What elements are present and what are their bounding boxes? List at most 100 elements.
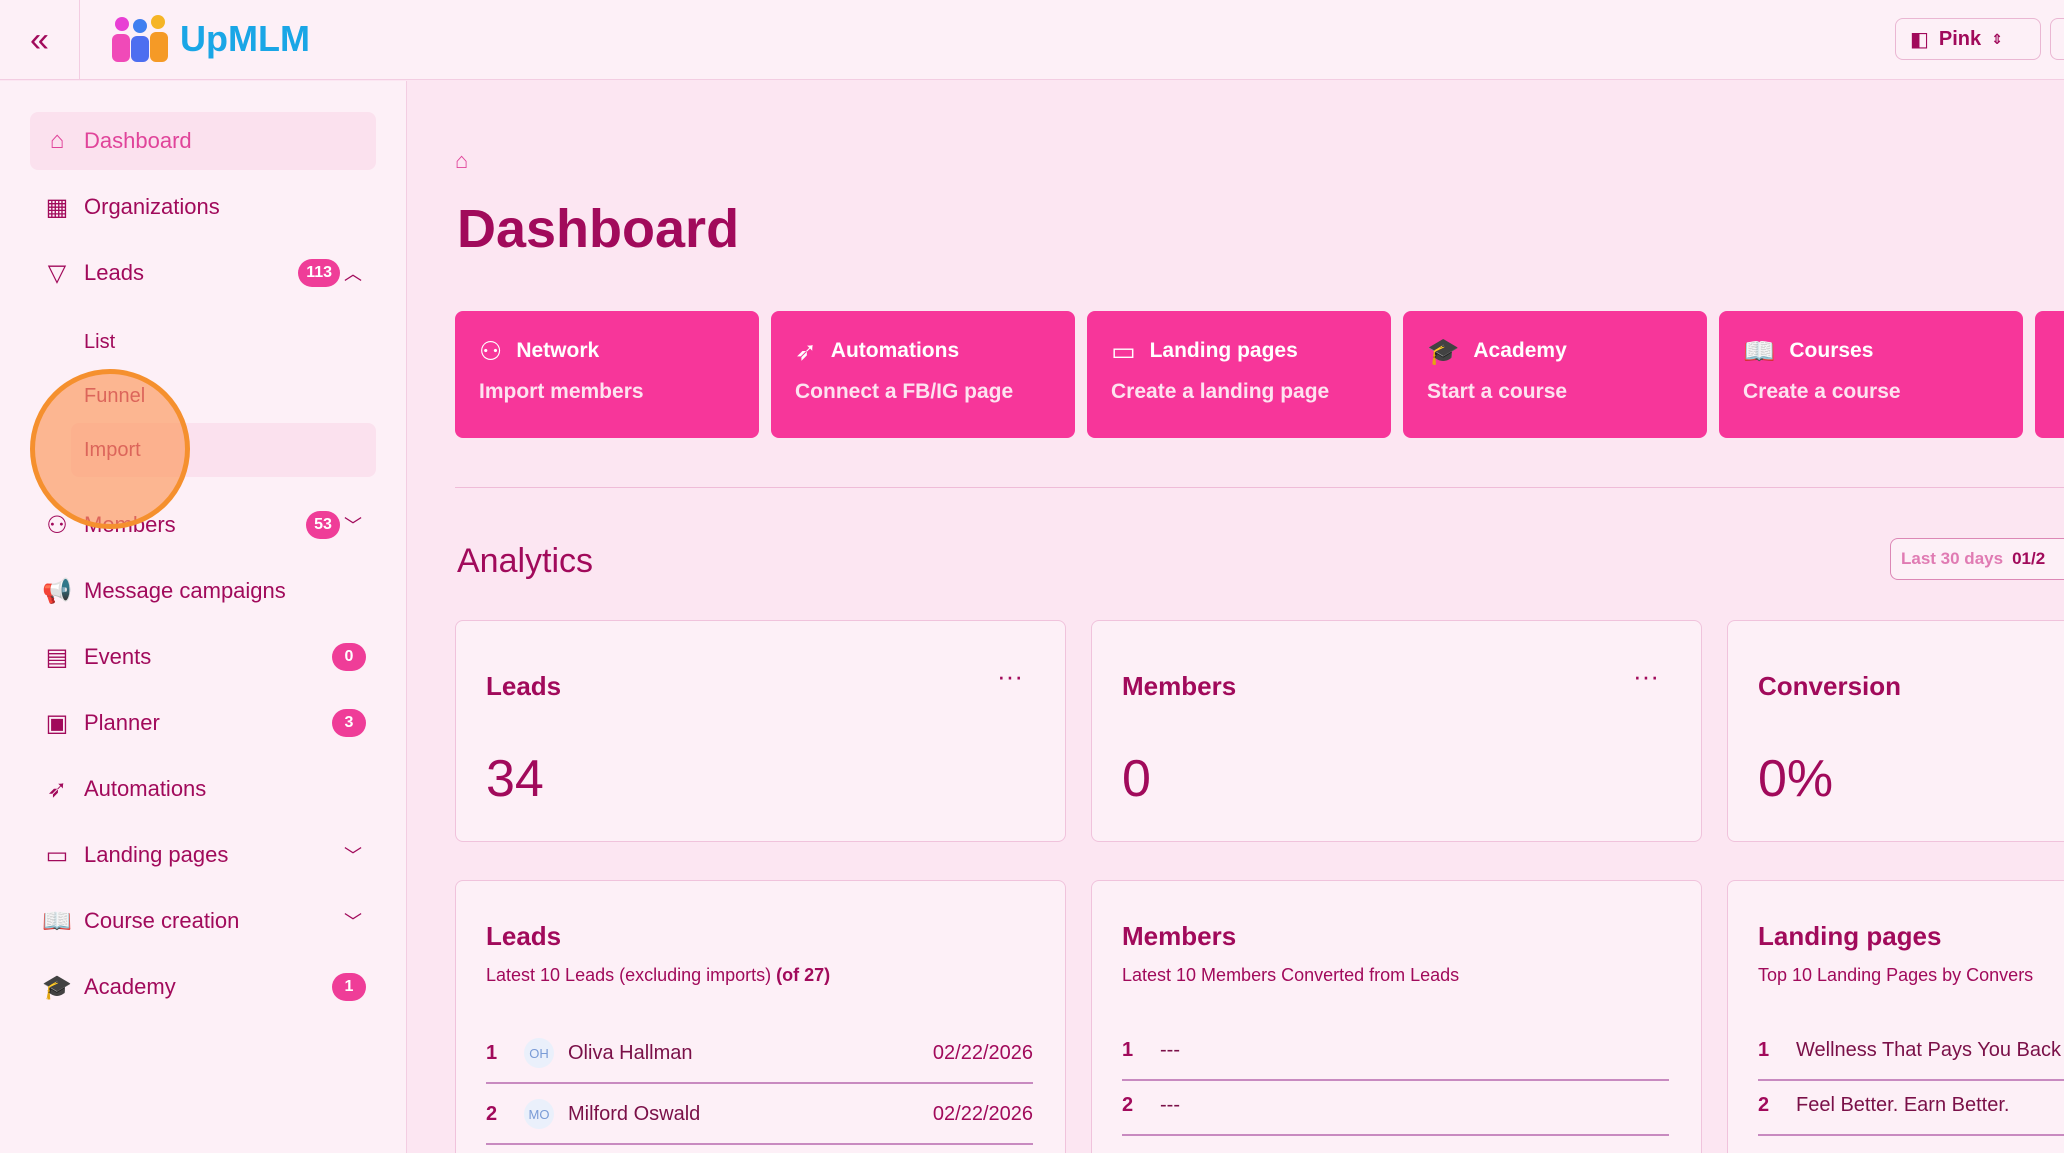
row-date: 02/22/2026 bbox=[932, 1041, 1033, 1064]
more-options-icon[interactable]: ··· bbox=[1633, 661, 1659, 691]
page-title: Dashboard bbox=[457, 199, 740, 259]
row-name: --- bbox=[1160, 1038, 1180, 1061]
palette-icon: ◧ bbox=[1910, 28, 1929, 51]
sidebar-item-organizations[interactable]: ▦ Organizations bbox=[30, 178, 376, 236]
quick-action-automations[interactable]: ➶ Automations Connect a FB/IG page bbox=[771, 311, 1075, 438]
quick-action-title: Courses bbox=[1789, 339, 1874, 362]
stat-value: 0% bbox=[1758, 750, 1834, 808]
sidebar-item-academy[interactable]: 🎓 Academy 1 bbox=[30, 958, 376, 1016]
description-text: Top 10 Landing Pages by Convers bbox=[1758, 965, 2034, 985]
sidebar-item-planner[interactable]: ▣ Planner 3 bbox=[30, 694, 376, 752]
sidebar-subitem-import[interactable]: Import bbox=[71, 423, 376, 477]
sidebar-subitem-funnel[interactable]: Funnel bbox=[84, 384, 146, 407]
book-icon: 📖 bbox=[1743, 335, 1776, 366]
chevron-down-icon[interactable]: ﹀ bbox=[344, 516, 362, 536]
sidebar-item-landing-pages[interactable]: ▭ Landing pages ﹀ bbox=[30, 826, 376, 884]
megaphone-icon: 📢 bbox=[42, 577, 72, 605]
list-item[interactable]: 1 Wellness That Pays You Back bbox=[1758, 1021, 2064, 1081]
chevron-up-icon[interactable]: ︿ bbox=[344, 264, 362, 284]
count-badge: 113 bbox=[298, 259, 340, 287]
date-range-picker[interactable]: Last 30 days 01/2 bbox=[1890, 538, 2064, 580]
list-item[interactable]: 2 MO Milford Oswald 02/22/2026 bbox=[486, 1085, 1033, 1145]
logo-text: UpMLM bbox=[180, 18, 310, 59]
chevron-down-icon[interactable]: ﹀ bbox=[344, 846, 362, 866]
quick-action-title: Network bbox=[516, 339, 600, 362]
breadcrumb-home-icon[interactable]: ⌂ bbox=[455, 148, 469, 173]
list-item[interactable]: 2 --- bbox=[1122, 1076, 1669, 1136]
quick-action-courses[interactable]: 📖 Courses Create a course bbox=[1719, 311, 2023, 438]
sidebar-item-dashboard[interactable]: ⌂ Dashboard bbox=[30, 112, 376, 170]
row-rank: 1 bbox=[1122, 1038, 1134, 1061]
sidebar-item-members[interactable]: ⚇ Members 53 ﹀ bbox=[30, 496, 376, 554]
funnel-icon: ▽ bbox=[47, 259, 67, 287]
avatar: OH bbox=[524, 1038, 554, 1068]
row-rank: 2 bbox=[1122, 1093, 1134, 1116]
collapse-sidebar-button[interactable]: « bbox=[0, 0, 80, 80]
date-range-label: Last 30 days bbox=[1901, 549, 2004, 568]
stat-title: Members bbox=[1122, 671, 1237, 701]
row-rank: 1 bbox=[1758, 1038, 1770, 1061]
count-badge: 53 bbox=[306, 511, 340, 539]
more-options-icon[interactable]: ··· bbox=[997, 661, 1023, 691]
chevron-down-icon[interactable]: ﹀ bbox=[344, 912, 362, 932]
rocket-icon: ➶ bbox=[795, 335, 817, 366]
list-item[interactable]: 1 --- bbox=[1122, 1021, 1669, 1081]
calendar-icon: ▤ bbox=[45, 643, 69, 671]
row-rank: 2 bbox=[486, 1102, 498, 1125]
analytics-heading: Analytics bbox=[457, 542, 594, 580]
sidebar-item-label: Course creation bbox=[84, 908, 240, 933]
sidebar-item-course-creation[interactable]: 📖 Course creation ﹀ bbox=[30, 892, 376, 950]
quick-action-label: Create a course bbox=[1743, 380, 1901, 403]
row-name: Oliva Hallman bbox=[568, 1041, 693, 1064]
divider bbox=[455, 487, 2064, 488]
stat-card-leads: Leads 34 ··· bbox=[455, 620, 1066, 842]
users-icon: ⚇ bbox=[479, 335, 503, 366]
monitor-icon: ▭ bbox=[1111, 335, 1136, 366]
sidebar-item-message-campaigns[interactable]: 📢 Message campaigns bbox=[30, 562, 376, 620]
row-rank: 1 bbox=[486, 1041, 498, 1064]
sidebar-item-label: Landing pages bbox=[84, 842, 229, 867]
book-icon: 📖 bbox=[42, 907, 72, 935]
users-icon: ⚇ bbox=[46, 511, 68, 539]
row-rank: 2 bbox=[1758, 1093, 1770, 1116]
sidebar-item-label: Leads bbox=[84, 260, 144, 285]
sidebar-item-automations[interactable]: ➶ Automations bbox=[30, 760, 376, 818]
list-description: Latest 10 Members Converted from Leads bbox=[1122, 965, 1459, 986]
quick-action-network[interactable]: ⚇ Network Import members bbox=[455, 311, 759, 438]
sidebar-item-label: Dashboard bbox=[84, 128, 192, 153]
row-name: Milford Oswald bbox=[568, 1102, 701, 1125]
description-text: Latest 10 Members Converted from Leads bbox=[1122, 965, 1460, 985]
avatar: MO bbox=[524, 1099, 554, 1129]
list-title: Landing pages bbox=[1758, 921, 1942, 951]
sidebar-item-events[interactable]: ▤ Events 0 bbox=[30, 628, 376, 686]
logo[interactable]: UpMLM bbox=[110, 14, 310, 64]
monitor-icon: ▭ bbox=[45, 841, 69, 869]
count-badge: 0 bbox=[332, 643, 366, 671]
quick-action-label: Create a landing page bbox=[1111, 380, 1330, 403]
list-card-leads: Leads Latest 10 Leads (excluding imports)… bbox=[455, 880, 1066, 1153]
date-range-value: 01/2 bbox=[2012, 549, 2046, 568]
sidebar-item-label: Planner bbox=[84, 710, 160, 735]
sidebar-item-label: Automations bbox=[84, 776, 207, 801]
rocket-icon: ➶ bbox=[46, 775, 68, 803]
list-title: Leads bbox=[486, 921, 562, 951]
quick-action-landing-pages[interactable]: ▭ Landing pages Create a landing page bbox=[1087, 311, 1391, 438]
sidebar-item-label: Academy bbox=[84, 974, 176, 999]
list-item[interactable]: 1 OH Oliva Hallman 02/22/2026 bbox=[486, 1024, 1033, 1084]
list-item[interactable]: 2 Feel Better. Earn Better. bbox=[1758, 1076, 2064, 1136]
list-card-members: Members Latest 10 Members Converted from … bbox=[1091, 880, 1702, 1153]
list-card-landing-pages: Landing pages Top 10 Landing Pages by Con… bbox=[1727, 880, 2064, 1153]
list-description: Latest 10 Leads (excluding imports) (of … bbox=[486, 965, 830, 986]
quick-action-academy[interactable]: 🎓 Academy Start a course bbox=[1403, 311, 1707, 438]
row-name: Wellness That Pays You Back bbox=[1796, 1038, 2061, 1061]
list-description: Top 10 Landing Pages by Convers bbox=[1758, 965, 2033, 986]
quick-action-more[interactable] bbox=[2035, 311, 2064, 438]
sidebar-item-leads[interactable]: ▽ Leads 113 ︿ bbox=[30, 244, 376, 302]
chevron-up-down-icon: ⇕ bbox=[1991, 30, 2003, 47]
header-button[interactable] bbox=[2050, 18, 2064, 60]
quick-action-label: Connect a FB/IG page bbox=[795, 380, 1014, 403]
count-badge: 3 bbox=[332, 709, 366, 737]
sidebar-subitem-list[interactable]: List bbox=[84, 330, 116, 353]
theme-select[interactable]: ◧ Pink ⇕ bbox=[1895, 18, 2041, 60]
graduation-cap-icon: 🎓 bbox=[42, 973, 72, 1001]
